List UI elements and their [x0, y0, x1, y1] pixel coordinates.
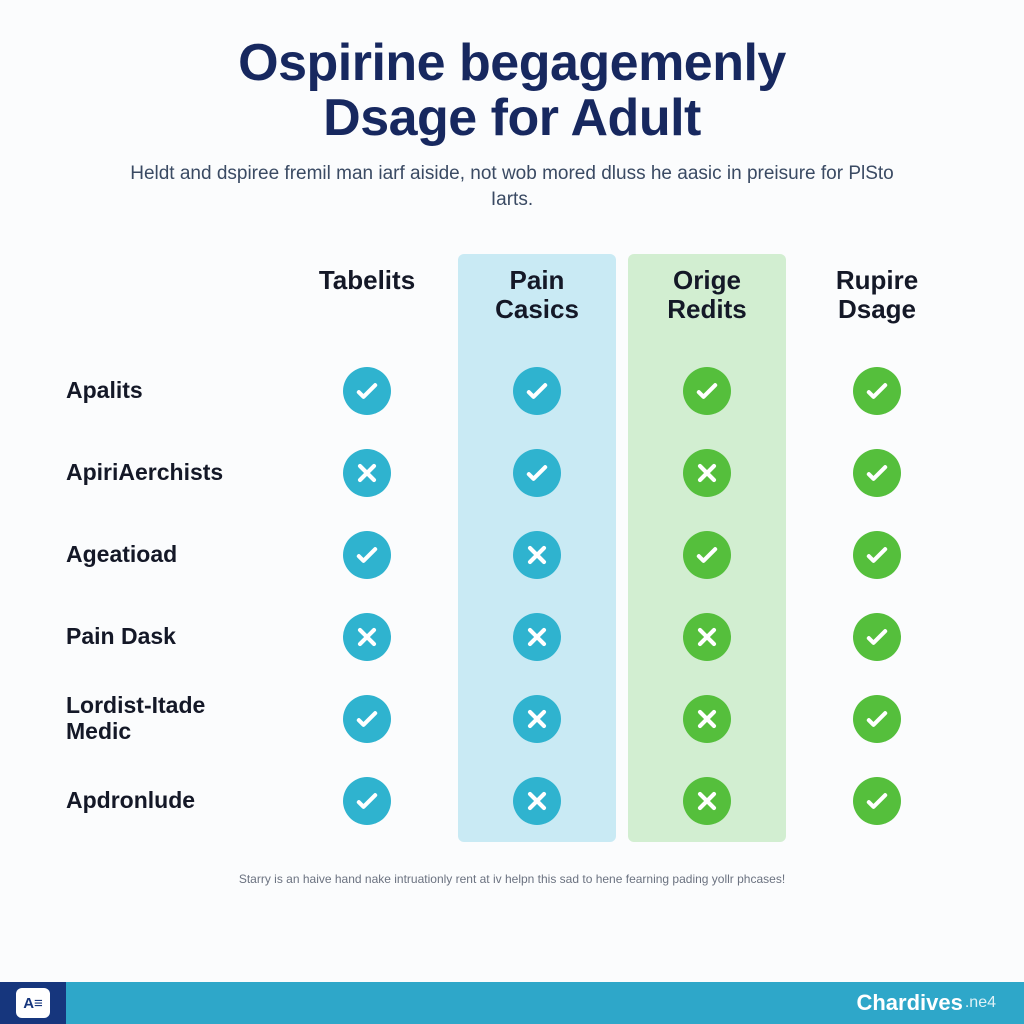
cell-3-3 — [792, 596, 962, 678]
cell-4-1 — [452, 678, 622, 760]
check-icon — [343, 777, 391, 825]
col-header-1: PainCasics — [452, 254, 622, 349]
comparison-table: TabelitsPainCasicsOrigeReditsRupireDsage… — [62, 254, 962, 841]
row-label-3: Pain Dask — [62, 596, 282, 678]
check-icon — [853, 449, 901, 497]
x-icon — [343, 449, 391, 497]
footnote: Starry is an haive hand nake intruationl… — [62, 872, 962, 886]
col-header-2: OrigeRedits — [622, 254, 792, 349]
cell-1-1 — [452, 432, 622, 514]
cell-3-1 — [452, 596, 622, 678]
footer-badge-text: A≡ — [23, 995, 43, 1012]
comparison-table-wrap: TabelitsPainCasicsOrigeReditsRupireDsage… — [62, 254, 962, 841]
title-line-1: Ospirine begagemenly — [238, 34, 786, 92]
title-line-2: Dsage for Adult — [323, 89, 701, 147]
cell-3-0 — [282, 596, 452, 678]
cell-2-0 — [282, 514, 452, 596]
cell-2-1 — [452, 514, 622, 596]
footer-brand-bar: Chardives.ne4 — [66, 982, 1024, 1024]
x-icon — [683, 449, 731, 497]
table-row: Ageatioad — [62, 514, 962, 596]
footer-bar: A≡ Chardives.ne4 — [0, 982, 1024, 1024]
cell-5-1 — [452, 760, 622, 842]
x-icon — [683, 777, 731, 825]
cell-4-0 — [282, 678, 452, 760]
x-icon — [513, 695, 561, 743]
cell-0-1 — [452, 350, 622, 432]
footer-badge: A≡ — [16, 988, 50, 1018]
row-label-1: ApiriAerchists — [62, 432, 282, 514]
check-icon — [853, 367, 901, 415]
col-header-3: RupireDsage — [792, 254, 962, 349]
row-label-0: Apalits — [62, 350, 282, 432]
cell-4-2 — [622, 678, 792, 760]
x-icon — [513, 613, 561, 661]
check-icon — [683, 367, 731, 415]
x-icon — [513, 777, 561, 825]
cell-0-3 — [792, 350, 962, 432]
x-icon — [343, 613, 391, 661]
check-icon — [343, 367, 391, 415]
subtitle: Heldt and dspiree fremil man iarf aiside… — [122, 161, 902, 212]
cell-1-2 — [622, 432, 792, 514]
row-label-2: Ageatioad — [62, 514, 282, 596]
check-icon — [343, 695, 391, 743]
check-icon — [683, 531, 731, 579]
check-icon — [343, 531, 391, 579]
footer-brand-ext: .ne4 — [965, 994, 996, 1012]
check-icon — [853, 531, 901, 579]
table-row: Apdronlude — [62, 760, 962, 842]
table-row: Lordist-ItadeMedic — [62, 678, 962, 760]
check-icon — [513, 449, 561, 497]
cell-0-0 — [282, 350, 452, 432]
row-label-5: Apdronlude — [62, 760, 282, 842]
row-label-4: Lordist-ItadeMedic — [62, 678, 282, 760]
cell-1-3 — [792, 432, 962, 514]
check-icon — [853, 777, 901, 825]
col-header-0: Tabelits — [282, 254, 452, 349]
table-row: ApiriAerchists — [62, 432, 962, 514]
table-row: Pain Dask — [62, 596, 962, 678]
check-icon — [513, 367, 561, 415]
cell-5-3 — [792, 760, 962, 842]
x-icon — [683, 695, 731, 743]
cell-5-2 — [622, 760, 792, 842]
cell-1-0 — [282, 432, 452, 514]
table-row: Apalits — [62, 350, 962, 432]
cell-3-2 — [622, 596, 792, 678]
cell-0-2 — [622, 350, 792, 432]
cell-2-3 — [792, 514, 962, 596]
cell-4-3 — [792, 678, 962, 760]
check-icon — [853, 613, 901, 661]
cell-5-0 — [282, 760, 452, 842]
footer-brand: Chardives — [856, 990, 962, 1016]
x-icon — [683, 613, 731, 661]
cell-2-2 — [622, 514, 792, 596]
page-title: Ospirine begagemenly Dsage for Adult — [62, 36, 962, 145]
footer-badge-box: A≡ — [0, 982, 66, 1024]
x-icon — [513, 531, 561, 579]
check-icon — [853, 695, 901, 743]
